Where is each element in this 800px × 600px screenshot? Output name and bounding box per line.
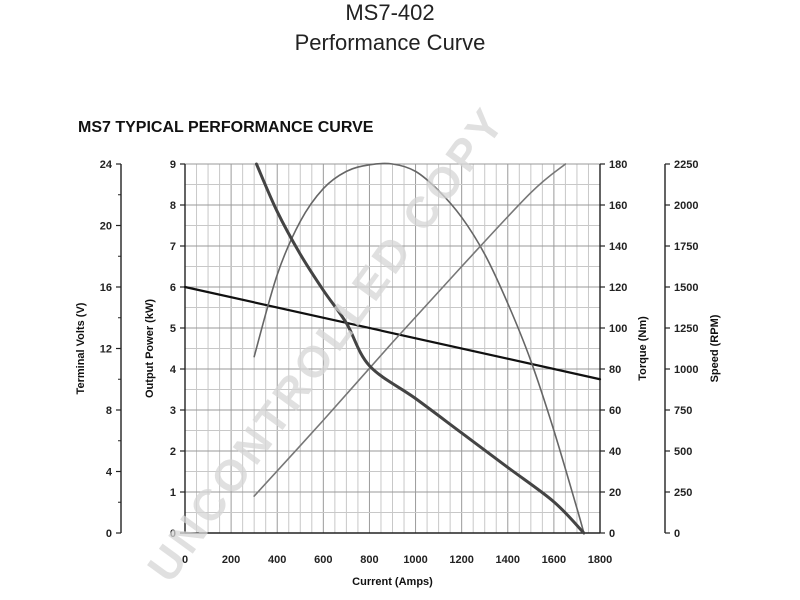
- x-tick-label: 800: [360, 554, 378, 566]
- torque-tick-label: 140: [609, 241, 627, 253]
- torque-tick-label: 80: [609, 364, 621, 376]
- terminal-volts-tick-label: 8: [106, 405, 112, 417]
- x-tick-label: 0: [182, 554, 188, 566]
- series-line-output-power: [253, 162, 585, 534]
- torque-tick-label: 120: [609, 282, 627, 294]
- terminal-volts-tick-label: 20: [100, 221, 112, 233]
- speed-tick-label: 1250: [674, 323, 698, 335]
- chart-axes: 0 200 400 600 800 1000 1200 1400 1600 18000481216…: [100, 159, 699, 566]
- chart-heading: MS7 TYPICAL PERFORMANCE CURVE: [78, 119, 374, 136]
- series-line-terminal-volts: [183, 285, 602, 381]
- output-power-tick-label: 8: [170, 200, 176, 212]
- speed-tick-label: 2000: [674, 200, 698, 212]
- terminal-volts-tick-label: 12: [100, 344, 112, 356]
- output-power-tick-label: 2: [170, 446, 176, 458]
- x-tick-label: 1000: [403, 554, 427, 566]
- speed-tick-label: 1500: [674, 282, 698, 294]
- output-power-tick-label: 4: [170, 364, 177, 376]
- chart-grid: [184, 163, 601, 534]
- x-tick-label: 600: [314, 554, 332, 566]
- torque-tick-label: 60: [609, 405, 621, 417]
- series-line-speed: [254, 162, 586, 535]
- output-power-tick-label: 1: [170, 487, 176, 499]
- terminal-volts-tick-label: 24: [100, 159, 113, 171]
- output-power-tick-label: 7: [170, 241, 176, 253]
- torque-tick-label: 0: [609, 528, 615, 540]
- speed-tick-label: 1000: [674, 364, 698, 376]
- torque-tick-label: 160: [609, 200, 627, 212]
- torque-tick-label: 180: [609, 159, 627, 171]
- x-tick-label: 1200: [449, 554, 473, 566]
- output-power-tick-label: 9: [170, 159, 176, 171]
- speed-tick-label: 250: [674, 487, 692, 499]
- output-power-tick-label: 5: [170, 323, 176, 335]
- chart-series: [183, 162, 602, 535]
- speed-axis-label: Speed (RPM): [709, 314, 721, 382]
- speed-tick-label: 0: [674, 528, 680, 540]
- series-line-torque: [253, 163, 567, 497]
- output-power-tick-label: 3: [170, 405, 176, 417]
- x-axis-label: Current (Amps): [352, 576, 433, 588]
- terminal-volts-tick-label: 16: [100, 282, 112, 294]
- terminal-volts-axis-label: Terminal Volts (V): [75, 302, 87, 394]
- torque-axis-label: Torque (Nm): [637, 316, 649, 381]
- page-subtitle: Performance Curve: [295, 30, 486, 55]
- output-power-axis-label: Output Power (kW): [144, 299, 156, 398]
- x-tick-label: 1400: [496, 554, 520, 566]
- x-tick-label: 1600: [542, 554, 566, 566]
- axis-labels: Terminal Volts (V) Output Power (kW) Torqu…: [75, 299, 721, 588]
- output-power-tick-label: 0: [170, 528, 176, 540]
- speed-tick-label: 500: [674, 446, 692, 458]
- terminal-volts-tick-label: 0: [106, 528, 112, 540]
- speed-tick-label: 750: [674, 405, 692, 417]
- torque-tick-label: 20: [609, 487, 621, 499]
- x-tick-label: 200: [222, 554, 240, 566]
- speed-tick-label: 2250: [674, 159, 698, 171]
- x-tick-label: 1800: [588, 554, 612, 566]
- page-title: MS7-402: [345, 0, 434, 25]
- output-power-tick-label: 6: [170, 282, 176, 294]
- torque-tick-label: 40: [609, 446, 621, 458]
- torque-tick-label: 100: [609, 323, 627, 335]
- x-tick-label: 400: [268, 554, 286, 566]
- terminal-volts-tick-label: 4: [106, 467, 113, 479]
- speed-tick-label: 1750: [674, 241, 698, 253]
